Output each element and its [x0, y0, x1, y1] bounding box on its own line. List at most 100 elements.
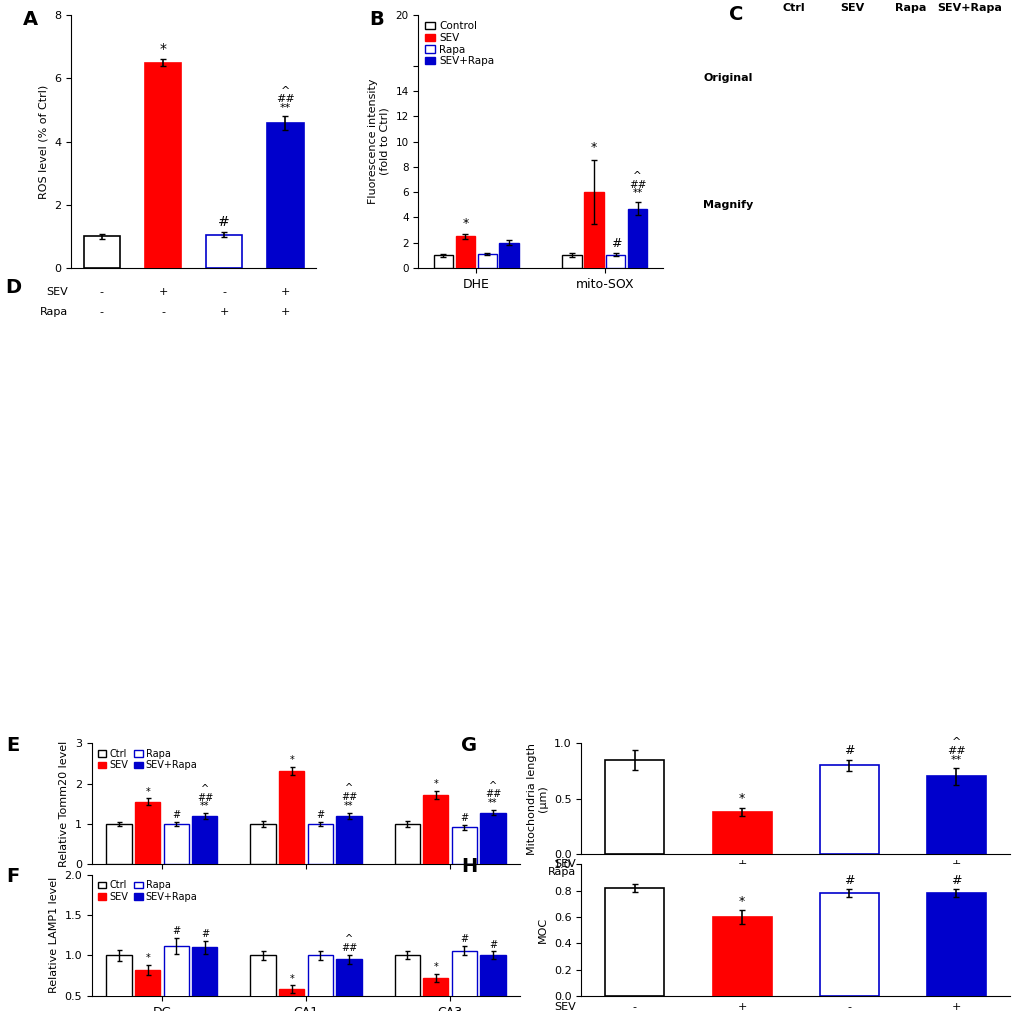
Bar	[605, 255, 625, 268]
Bar	[480, 955, 505, 1011]
Bar	[106, 955, 131, 1011]
Text: SEV: SEV	[840, 3, 863, 12]
Bar	[279, 990, 304, 1011]
Text: ^
##
**: ^ ## **	[629, 171, 646, 198]
Legend: Ctrl, SEV, Rapa, SEV+Rapa: Ctrl, SEV, Rapa, SEV+Rapa	[97, 880, 199, 903]
Bar	[279, 770, 304, 864]
Text: D: D	[5, 278, 21, 296]
Y-axis label: Relative Tomm20 level: Relative Tomm20 level	[59, 741, 69, 866]
Text: -: -	[847, 1002, 850, 1011]
Text: *: *	[433, 779, 438, 790]
Bar	[423, 978, 448, 1011]
Text: ^
##
**: ^ ## **	[275, 86, 294, 113]
Text: -: -	[633, 858, 636, 868]
Text: +: +	[951, 1002, 960, 1011]
Text: -: -	[633, 867, 636, 878]
Text: #: #	[201, 929, 209, 939]
Text: -: -	[222, 286, 226, 296]
Bar	[480, 813, 505, 864]
Text: B: B	[369, 10, 384, 29]
Text: -: -	[100, 286, 104, 296]
Text: +: +	[280, 286, 289, 296]
Y-axis label: Fluorescence intensity
(fold to Ctrl): Fluorescence intensity (fold to Ctrl)	[368, 79, 389, 204]
Bar	[206, 235, 243, 268]
Text: Rapa: Rapa	[40, 307, 68, 317]
Text: -: -	[161, 307, 165, 317]
Text: #: #	[950, 874, 961, 887]
Text: #: #	[843, 874, 854, 887]
Legend: Ctrl, SEV, Rapa, SEV+Rapa: Ctrl, SEV, Rapa, SEV+Rapa	[97, 748, 199, 771]
Text: #: #	[218, 215, 229, 229]
Bar	[308, 955, 332, 1011]
Bar	[135, 970, 160, 1011]
Bar	[308, 824, 332, 864]
Bar	[712, 917, 770, 996]
Bar	[926, 776, 984, 854]
Text: +: +	[737, 1002, 746, 1011]
Text: #: #	[488, 940, 496, 949]
Text: A: A	[22, 10, 38, 29]
Bar	[499, 243, 519, 268]
Text: *: *	[145, 953, 150, 963]
Text: *: *	[738, 895, 745, 908]
Bar	[423, 795, 448, 864]
Y-axis label: MOC: MOC	[538, 917, 548, 943]
Bar	[712, 812, 770, 854]
Bar	[251, 824, 275, 864]
Text: +: +	[280, 307, 289, 317]
Y-axis label: ROS level (% of Ctrl): ROS level (% of Ctrl)	[39, 84, 49, 199]
Bar	[336, 959, 361, 1011]
Bar	[145, 63, 181, 268]
Bar	[163, 824, 189, 864]
Text: Rapa: Rapa	[895, 3, 925, 12]
Bar	[477, 254, 496, 268]
Text: +: +	[737, 858, 746, 868]
Bar	[336, 816, 361, 864]
Text: +: +	[951, 867, 960, 878]
Text: Magnify: Magnify	[702, 200, 752, 209]
Text: +: +	[844, 867, 853, 878]
Text: #: #	[460, 813, 468, 823]
Text: SEV+Rapa: SEV+Rapa	[936, 3, 1001, 12]
Bar	[163, 945, 189, 1011]
Text: ^
##
**: ^ ## **	[197, 784, 213, 812]
Text: *: *	[738, 792, 745, 805]
Bar	[251, 955, 275, 1011]
Bar	[394, 955, 419, 1011]
Bar	[394, 824, 419, 864]
Bar	[451, 827, 477, 864]
Bar	[584, 192, 603, 268]
Text: SEV: SEV	[553, 1002, 576, 1011]
Bar	[135, 802, 160, 864]
Bar	[926, 894, 984, 996]
Text: -: -	[633, 1002, 636, 1011]
Text: H: H	[461, 856, 477, 876]
Bar	[628, 208, 647, 268]
Text: +: +	[158, 286, 167, 296]
Bar	[455, 237, 475, 268]
Text: SEV: SEV	[553, 858, 576, 868]
Bar	[84, 237, 120, 268]
Text: *: *	[462, 217, 468, 229]
Bar	[561, 255, 581, 268]
Text: ^
##
**: ^ ## **	[340, 784, 357, 811]
Text: ^
##: ^ ##	[340, 934, 357, 953]
Text: #: #	[610, 237, 621, 250]
Text: #: #	[172, 810, 180, 820]
Text: #: #	[172, 926, 180, 936]
Bar	[267, 122, 304, 268]
Text: -: -	[847, 858, 850, 868]
Bar	[193, 816, 217, 864]
Bar	[433, 255, 452, 268]
Text: SEV: SEV	[47, 286, 68, 296]
Text: -: -	[100, 307, 104, 317]
Text: *: *	[590, 142, 596, 155]
Text: -: -	[740, 867, 743, 878]
Text: +: +	[951, 858, 960, 868]
Text: Original: Original	[703, 74, 752, 83]
Bar	[106, 824, 131, 864]
Text: #: #	[460, 934, 468, 944]
Bar	[605, 888, 663, 996]
Text: *: *	[289, 755, 293, 765]
Text: +: +	[219, 307, 228, 317]
